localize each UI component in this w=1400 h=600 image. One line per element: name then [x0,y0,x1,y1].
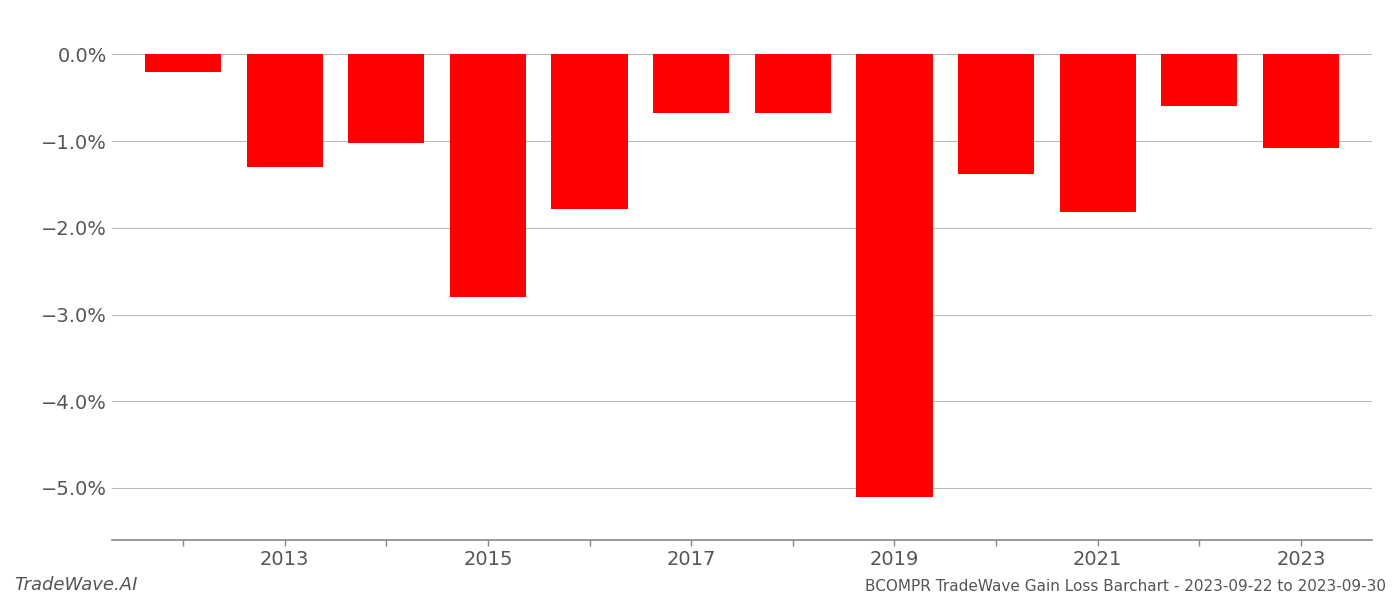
Bar [552,55,627,209]
Bar [146,55,221,71]
Bar [1060,55,1135,212]
Bar [857,55,932,497]
Bar [652,55,729,113]
Text: BCOMPR TradeWave Gain Loss Barchart - 2023-09-22 to 2023-09-30: BCOMPR TradeWave Gain Loss Barchart - 20… [865,579,1386,594]
Bar [1161,55,1238,106]
Bar [246,55,323,167]
Bar [1263,55,1338,148]
Text: TradeWave.AI: TradeWave.AI [14,576,137,594]
Bar [449,55,526,297]
Bar [958,55,1035,174]
Bar [755,55,832,113]
Bar [349,55,424,143]
